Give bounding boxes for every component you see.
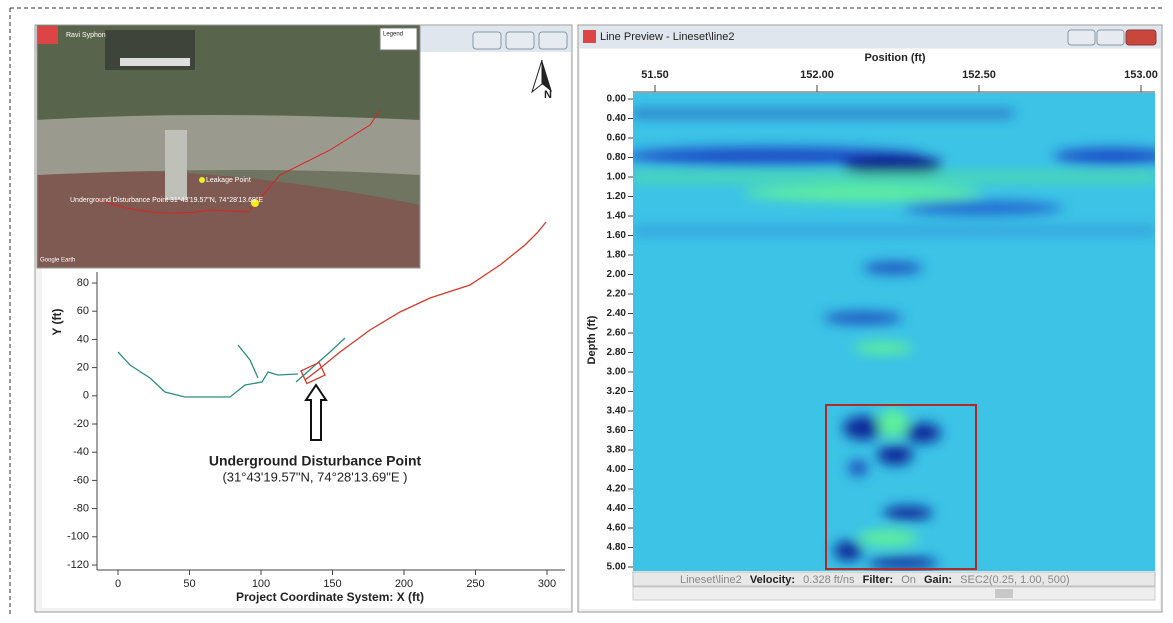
annotation-coords: (31°43'19.57"N, 74°28'13.69"E ) xyxy=(222,469,407,484)
x-tick-label: 153.00 xyxy=(1124,69,1158,81)
annotation-title: Underground Disturbance Point xyxy=(209,453,422,469)
y-tick-label: 1.40 xyxy=(607,211,627,222)
y-tick-label: 4.00 xyxy=(607,464,627,475)
gain-label: Gain: xyxy=(924,574,952,586)
y-tick-label: 60 xyxy=(77,305,89,317)
map-legend: Legend xyxy=(383,32,403,38)
minimize-button[interactable] xyxy=(1068,30,1095,45)
y-tick-label: 1.60 xyxy=(607,230,627,241)
x-tick-label: 50 xyxy=(183,578,195,590)
filter-value: On xyxy=(901,574,916,586)
minimize-button[interactable] xyxy=(473,32,501,49)
y-tick-label: 0.40 xyxy=(607,113,627,124)
y-tick-label: 3.20 xyxy=(607,386,627,397)
disturbance-label: Underground Disturbance Point 31°43'19.5… xyxy=(70,196,263,204)
y-tick-label: 2.20 xyxy=(607,289,627,300)
radargram xyxy=(623,93,1173,571)
y-axis-title: Depth (ft) xyxy=(586,315,598,364)
y-tick-label: 1.80 xyxy=(607,250,627,261)
y-tick-label: 1.00 xyxy=(607,172,627,183)
map-credit: Google Earth xyxy=(40,258,75,264)
leakage-label: Leakage Point xyxy=(206,177,251,184)
y-tick-label: 0.00 xyxy=(607,94,627,105)
y-tick-label: 3.80 xyxy=(607,445,627,456)
y-tick-label: -120 xyxy=(67,559,89,571)
status-text: Lineset\line2 Velocity: 0.328 ft/ns Filt… xyxy=(680,574,1070,586)
y-tick-label: -60 xyxy=(73,474,89,486)
y-tick-label: 2.40 xyxy=(607,308,627,319)
scroll-thumb[interactable] xyxy=(995,589,1013,598)
app-icon xyxy=(583,30,596,43)
y-tick-label: 4.60 xyxy=(607,523,627,534)
velocity-value: 0.328 ft/ns xyxy=(803,574,855,586)
y-tick-label: 1.20 xyxy=(607,191,627,202)
y-tick-label: -20 xyxy=(73,418,89,430)
x-tick-label: 51.50 xyxy=(641,69,669,81)
y-tick-label: 2.00 xyxy=(607,269,627,280)
y-tick-label: 4.20 xyxy=(607,484,627,495)
y-tick-label: 3.40 xyxy=(607,406,627,417)
map-inset xyxy=(37,25,420,268)
y-tick-label: -40 xyxy=(73,446,89,458)
y-tick-label: 2.60 xyxy=(607,328,627,339)
y-tick-label: 0 xyxy=(83,390,89,402)
y-tick-label: 4.80 xyxy=(607,542,627,553)
y-tick-label: -100 xyxy=(67,531,89,543)
y-tick-label: 40 xyxy=(77,333,89,345)
y-tick-label: 5.00 xyxy=(607,562,627,573)
close-button[interactable] xyxy=(1126,30,1156,45)
velocity-label: Velocity: xyxy=(750,574,795,586)
y-tick-label: -80 xyxy=(73,503,89,515)
x-tick-label: 152.50 xyxy=(962,69,996,81)
gain-value: SEC2(0.25, 1.00, 500) xyxy=(960,574,1069,586)
x-tick-label: 152.00 xyxy=(800,69,834,81)
y-tick-label: 0.80 xyxy=(607,152,627,163)
y-tick-label: 80 xyxy=(77,277,89,289)
close-button[interactable] xyxy=(539,32,567,49)
north-label: N xyxy=(544,89,552,101)
y-tick-label: 3.60 xyxy=(607,425,627,436)
x-axis-title: Project Coordinate System: X (ft) xyxy=(236,590,424,604)
x-axis-title: Position (ft) xyxy=(864,52,925,64)
y-tick-label: 3.00 xyxy=(607,367,627,378)
x-tick-label: 150 xyxy=(323,578,341,590)
x-tick-label: 250 xyxy=(466,578,484,590)
x-tick-label: 100 xyxy=(252,578,270,590)
screenshot: N 806040200-20-40-60-80-100-120050100150… xyxy=(0,0,1173,623)
maximize-button[interactable] xyxy=(506,32,534,49)
map-title: Ravi Syphon xyxy=(66,32,106,39)
y-tick-label: 20 xyxy=(77,362,89,374)
y-tick-label: 4.40 xyxy=(607,503,627,514)
x-tick-label: 200 xyxy=(395,578,413,590)
scrollbar[interactable] xyxy=(633,587,1155,600)
y-tick-label: 0.60 xyxy=(607,133,627,144)
y-axis-title: Y (ft) xyxy=(50,308,64,335)
window-title: Line Preview - Lineset\line2 xyxy=(600,31,735,43)
maximize-button[interactable] xyxy=(1097,30,1124,45)
filter-label: Filter: xyxy=(863,574,894,586)
status-line: Lineset\line2 xyxy=(680,574,742,586)
y-tick-label: 2.80 xyxy=(607,347,627,358)
x-tick-label: 300 xyxy=(538,578,556,590)
x-tick-label: 0 xyxy=(115,578,121,590)
